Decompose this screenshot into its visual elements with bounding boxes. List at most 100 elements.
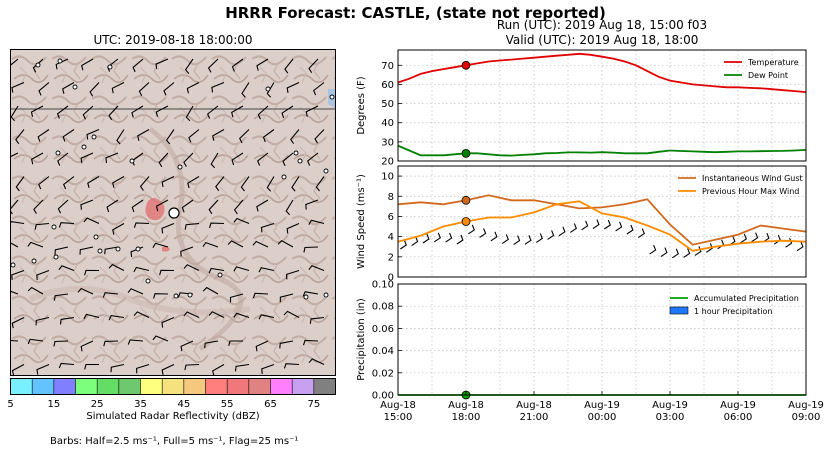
y-tick-label: 0.00	[372, 391, 394, 402]
station-markers	[10, 58, 335, 300]
station-marker	[91, 134, 97, 140]
wind-barb	[38, 176, 50, 190]
colorbar-cell	[75, 378, 98, 395]
wind-barb	[212, 364, 225, 376]
colorbar-title: Simulated Radar Reflectivity (dBZ)	[86, 411, 260, 422]
wind-barb	[58, 362, 75, 369]
wind-barb	[305, 199, 319, 210]
wind-barb	[261, 363, 275, 374]
y-tick-label: 8	[388, 192, 394, 203]
wind-barb	[155, 58, 169, 70]
wind-barb	[501, 234, 509, 244]
colorbar-cell	[227, 378, 250, 395]
wind-barb	[10, 220, 25, 226]
wind-barb	[202, 286, 219, 295]
wind-barb	[186, 82, 200, 94]
wind-barb	[10, 105, 19, 122]
colorbar: 5 15 25 35 45 55 65 75	[7, 378, 336, 410]
station-marker	[72, 84, 78, 90]
radar-map	[10, 49, 336, 376]
colorbar-cell	[162, 378, 185, 395]
chart-panel-3: 0.00 0.02 0.04 0.06 0.08 0.10 Precipitation (i…	[356, 280, 824, 424]
wind-barb	[165, 129, 175, 145]
station-marker	[10, 262, 16, 268]
wind-barb	[751, 232, 759, 243]
wind-barb	[183, 264, 200, 271]
wind-barb	[57, 152, 69, 166]
colorbar-tick-label: 55	[221, 399, 234, 410]
wind-barb	[161, 176, 175, 188]
wind-barb	[131, 199, 144, 213]
site-marker	[168, 207, 180, 219]
wind-barb	[10, 152, 19, 158]
wind-barb	[181, 199, 194, 213]
wind-barb	[35, 316, 50, 326]
wind-barb	[637, 228, 645, 239]
wind-barb	[161, 222, 175, 234]
station-marker	[107, 64, 113, 70]
wind-barb	[108, 105, 119, 121]
wind-barb	[233, 312, 250, 319]
station-marker	[329, 94, 335, 100]
wind-barb	[161, 364, 175, 375]
figure-title: HRRR Forecast: CASTLE, (state not report…	[225, 4, 606, 22]
station-marker	[135, 246, 141, 252]
colorbar-cell	[53, 378, 76, 395]
x-tick-date: Aug-19	[788, 400, 824, 411]
wind-barb	[158, 152, 169, 168]
wind-barb	[233, 217, 250, 225]
wind-barb	[133, 222, 150, 228]
legend-label: 1 hour Precipitation	[694, 307, 773, 316]
wind-barb	[127, 339, 144, 345]
current-time-marker	[461, 217, 471, 226]
legend: Temperature Dew Point	[724, 58, 799, 80]
wind-barb	[208, 311, 225, 318]
y-tick-label: 30	[381, 137, 394, 148]
wind-barb	[231, 58, 244, 72]
wind-barb	[127, 288, 144, 295]
x-tick-date: Aug-18	[380, 400, 416, 411]
wind-barb	[467, 224, 475, 235]
wind-barb	[87, 176, 100, 189]
wind-barb	[83, 217, 100, 225]
run-label: Run (UTC): 2019 Aug 18, 15:00 f03	[496, 18, 708, 32]
wind-barb	[84, 269, 100, 276]
wind-barb	[796, 241, 804, 252]
wind-barb	[34, 222, 50, 230]
colorbar-tick-label: 5	[7, 399, 13, 410]
wind-barb	[215, 176, 225, 192]
wind-barb	[456, 234, 464, 245]
wind-barb	[180, 246, 194, 257]
x-tick-time: 06:00	[724, 412, 753, 423]
wind-barb	[266, 82, 275, 98]
station-marker	[129, 158, 135, 164]
y-tick-label: 10	[381, 172, 394, 183]
wind-barb	[161, 316, 175, 328]
wind-barb	[535, 233, 543, 243]
wind-barb	[153, 293, 169, 299]
wind-barb	[56, 105, 69, 119]
y-tick-label: 2	[388, 252, 394, 263]
wind-barb	[291, 176, 300, 192]
wind-barb	[116, 129, 125, 145]
wind-barb	[110, 363, 125, 373]
barbs-note: Barbs: Half=2.5 ms⁻¹, Full=5 ms⁻¹, Flag=…	[50, 436, 299, 447]
wind-barb	[231, 105, 244, 118]
wind-barb	[257, 105, 269, 120]
y-tick-label: 4	[388, 232, 394, 243]
wind-barb	[184, 58, 194, 74]
colorbar-cell	[10, 378, 33, 395]
wind-barb	[649, 244, 657, 255]
wind-barb	[207, 105, 219, 119]
wind-barb	[210, 152, 219, 169]
y-tick-label: 20	[381, 157, 394, 168]
wind-barb	[152, 242, 169, 248]
wind-barb	[671, 248, 679, 259]
wind-barb	[266, 176, 275, 192]
wind-barb	[58, 265, 75, 272]
wind-barb	[79, 246, 94, 255]
station-marker	[297, 158, 303, 164]
wind-barb	[252, 292, 269, 299]
chart-panel-2: 0 2 4 6 8 10 Wind Speed (ms⁻¹) Instantaneous Wi…	[356, 165, 807, 284]
current-time-marker	[461, 195, 471, 205]
